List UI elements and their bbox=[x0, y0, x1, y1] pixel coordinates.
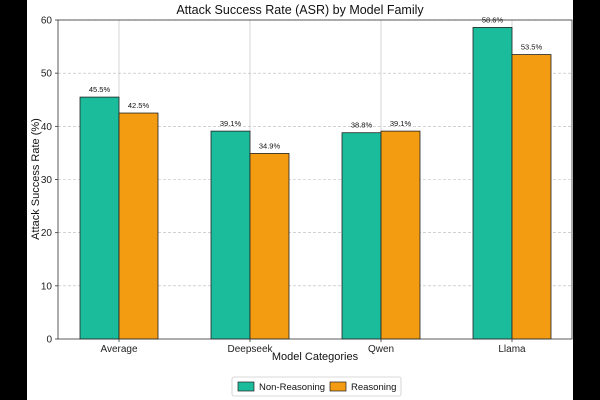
x-tick-label: Deepseek bbox=[227, 344, 273, 355]
data-label: 34.9% bbox=[259, 141, 281, 150]
legend-box bbox=[231, 376, 402, 397]
y-tick-label: 10 bbox=[41, 281, 53, 292]
legend-swatch bbox=[237, 381, 255, 392]
legend-swatch bbox=[329, 381, 347, 392]
bar-non-reasoning-deepseek bbox=[210, 130, 251, 340]
bar-reasoning-deepseek bbox=[249, 153, 290, 340]
bar-non-reasoning-llama bbox=[472, 27, 513, 340]
y-tick-label: 20 bbox=[41, 228, 53, 239]
data-label: 39.1% bbox=[220, 119, 242, 128]
plot-frame bbox=[57, 19, 573, 340]
legend-label: Reasoning bbox=[351, 382, 396, 393]
bar-reasoning-qwen bbox=[380, 130, 421, 340]
y-tick-label: 60 bbox=[41, 16, 53, 27]
bar-reasoning-average bbox=[118, 112, 159, 340]
x-tick-label: Llama bbox=[498, 344, 526, 355]
bar-reasoning-llama bbox=[511, 54, 552, 340]
y-axis-title: Attack Success Rate (%) bbox=[30, 118, 42, 240]
data-label: 53.5% bbox=[521, 43, 543, 52]
bar-chart: Attack Success Rate (ASR) by Model Famil… bbox=[30, 3, 573, 397]
data-label: 38.8% bbox=[351, 121, 373, 130]
bars-group: 45.5%39.1% 38.8%58.6%42.5%34.9%39.1%53.5% bbox=[79, 15, 552, 340]
legend: Non-Reasoning Reasoning bbox=[231, 376, 402, 397]
y-tick-label: 0 bbox=[46, 335, 52, 346]
x-axis-title: Model Categories bbox=[272, 351, 359, 363]
x-tick-label: Average bbox=[100, 344, 138, 355]
chart-canvas: Attack Success Rate (ASR) by Model Famil… bbox=[27, 0, 573, 400]
axes-group: 0 10 20 30 40 50 60 Average Deepseek Qwen Llama bbox=[41, 16, 573, 355]
y-tick-label: 30 bbox=[41, 175, 53, 186]
y-tick-label: 40 bbox=[41, 122, 53, 133]
chart-title: Attack Success Rate (ASR) by Model Famil… bbox=[176, 3, 424, 17]
data-label: 42.5% bbox=[128, 101, 150, 110]
data-label: 45.5% bbox=[89, 85, 111, 94]
x-tick-label: Qwen bbox=[368, 344, 394, 355]
bar-non-reasoning-average bbox=[79, 96, 120, 340]
bar-non-reasoning-qwen bbox=[341, 132, 382, 340]
y-tick-label: 50 bbox=[41, 69, 53, 80]
legend-label: Non-Reasoning bbox=[259, 382, 325, 393]
data-label: 39.1% bbox=[390, 119, 412, 128]
